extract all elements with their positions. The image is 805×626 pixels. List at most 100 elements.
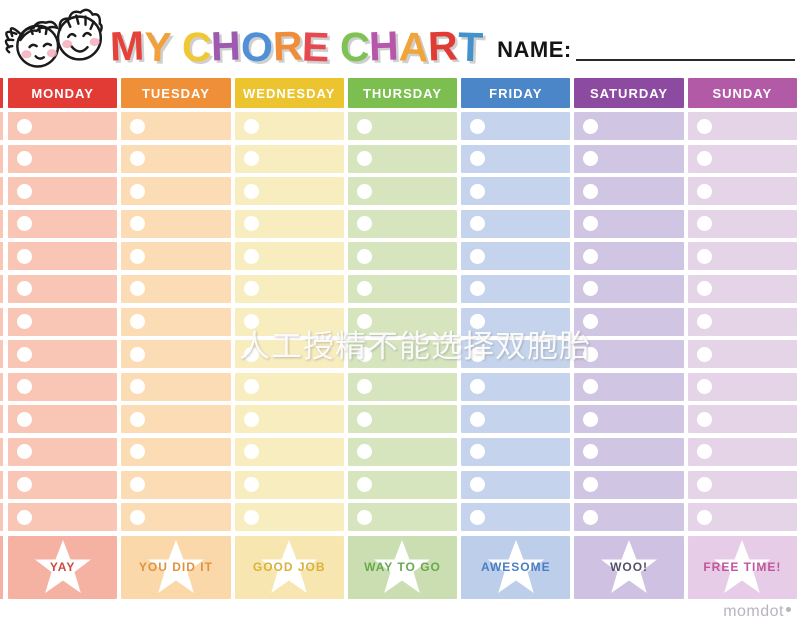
brand-logo: momdot [723, 603, 791, 621]
chore-cell[interactable] [8, 307, 118, 336]
chore-cell[interactable] [121, 503, 231, 532]
chore-cell[interactable] [8, 503, 118, 532]
chore-cell[interactable] [234, 242, 344, 271]
chore-cell[interactable] [574, 405, 684, 434]
chore-cell[interactable] [687, 274, 797, 303]
chore-cell[interactable] [461, 307, 571, 336]
chore-cell[interactable] [347, 470, 458, 499]
chore-cell[interactable] [121, 112, 231, 140]
chore-cell[interactable] [234, 274, 344, 303]
chore-cell[interactable] [234, 372, 344, 401]
chore-cell[interactable] [121, 209, 231, 238]
chore-cell[interactable] [687, 405, 797, 434]
chore-cell[interactable] [234, 503, 344, 532]
chore-cell[interactable] [121, 470, 231, 499]
chore-cell[interactable] [574, 340, 684, 369]
chore-cell[interactable] [8, 470, 118, 499]
chore-cell[interactable] [347, 503, 458, 532]
chore-cell[interactable] [461, 340, 571, 369]
chore-cell[interactable] [234, 470, 344, 499]
chore-cell[interactable] [687, 177, 797, 206]
chore-cell[interactable] [121, 242, 231, 271]
chore-cell[interactable] [461, 209, 571, 238]
chore-cell[interactable] [574, 307, 684, 336]
chore-cell[interactable] [8, 372, 118, 401]
check-circle-icon [130, 346, 146, 362]
name-input-line[interactable] [575, 39, 795, 61]
chore-cell[interactable] [347, 274, 458, 303]
chore-cell[interactable] [121, 437, 231, 466]
chore-cell[interactable] [8, 144, 118, 173]
chore-cell[interactable] [347, 144, 458, 173]
chore-cell[interactable] [461, 503, 571, 532]
chore-cell[interactable] [234, 405, 344, 434]
chore-cell[interactable] [574, 144, 684, 173]
chore-cell[interactable] [121, 307, 231, 336]
chore-cell[interactable] [574, 242, 684, 271]
chore-cell[interactable] [687, 144, 797, 173]
chore-cell[interactable] [347, 307, 458, 336]
check-circle-icon [470, 509, 486, 525]
chore-cell[interactable] [687, 112, 797, 140]
chore-cell[interactable] [121, 405, 231, 434]
chore-cell[interactable] [8, 405, 118, 434]
chore-cell[interactable] [8, 209, 118, 238]
reward-cell-friday: AWESOME [461, 535, 571, 599]
chore-cell[interactable] [347, 242, 458, 271]
chore-cell[interactable] [461, 405, 571, 434]
chore-cell[interactable] [574, 274, 684, 303]
chore-cell[interactable] [461, 372, 571, 401]
chore-cell[interactable] [8, 177, 118, 206]
chore-cell[interactable] [347, 405, 458, 434]
chore-cell[interactable] [8, 274, 118, 303]
chore-cell[interactable] [574, 503, 684, 532]
chore-cell[interactable] [347, 372, 458, 401]
chore-cell[interactable] [687, 503, 797, 532]
chore-cell[interactable] [234, 340, 344, 369]
chore-cell[interactable] [461, 437, 571, 466]
chore-cell[interactable] [461, 470, 571, 499]
chore-cell[interactable] [347, 209, 458, 238]
chore-cell[interactable] [574, 112, 684, 140]
chore-cell[interactable] [461, 274, 571, 303]
chore-cell[interactable] [687, 372, 797, 401]
chore-cell[interactable] [574, 177, 684, 206]
chore-cell[interactable] [234, 437, 344, 466]
chore-cell[interactable] [121, 177, 231, 206]
chore-cell[interactable] [8, 112, 118, 140]
chore-cell[interactable] [8, 340, 118, 369]
chore-cell[interactable] [461, 144, 571, 173]
chore-cell[interactable] [574, 470, 684, 499]
chore-cell[interactable] [574, 209, 684, 238]
check-circle-icon [17, 314, 32, 330]
check-circle-icon [243, 444, 259, 460]
check-circle-icon [130, 314, 146, 330]
chore-cell[interactable] [347, 437, 458, 466]
chore-cell[interactable] [461, 242, 571, 271]
chore-cell[interactable] [121, 144, 231, 173]
chore-cell[interactable] [234, 144, 344, 173]
chore-cell[interactable] [687, 307, 797, 336]
chore-cell[interactable] [234, 112, 344, 140]
chore-cell[interactable] [461, 177, 571, 206]
chore-cell[interactable] [574, 437, 684, 466]
chore-cell[interactable] [121, 372, 231, 401]
chore-cell[interactable] [461, 112, 571, 140]
chore-cell[interactable] [8, 242, 118, 271]
chore-cell[interactable] [347, 340, 458, 369]
chore-cell[interactable] [347, 112, 458, 140]
chore-cell[interactable] [687, 242, 797, 271]
chore-cell[interactable] [687, 340, 797, 369]
chore-cell[interactable] [234, 307, 344, 336]
chore-cell[interactable] [234, 209, 344, 238]
chore-cell[interactable] [687, 209, 797, 238]
chore-cell[interactable] [687, 470, 797, 499]
chore-cell[interactable] [347, 177, 458, 206]
chore-cell[interactable] [121, 340, 231, 369]
chore-cell[interactable] [121, 274, 231, 303]
chore-cell[interactable] [574, 372, 684, 401]
chore-cell[interactable] [8, 437, 118, 466]
brand-dot-icon [786, 607, 791, 613]
chore-cell[interactable] [234, 177, 344, 206]
chore-cell[interactable] [687, 437, 797, 466]
